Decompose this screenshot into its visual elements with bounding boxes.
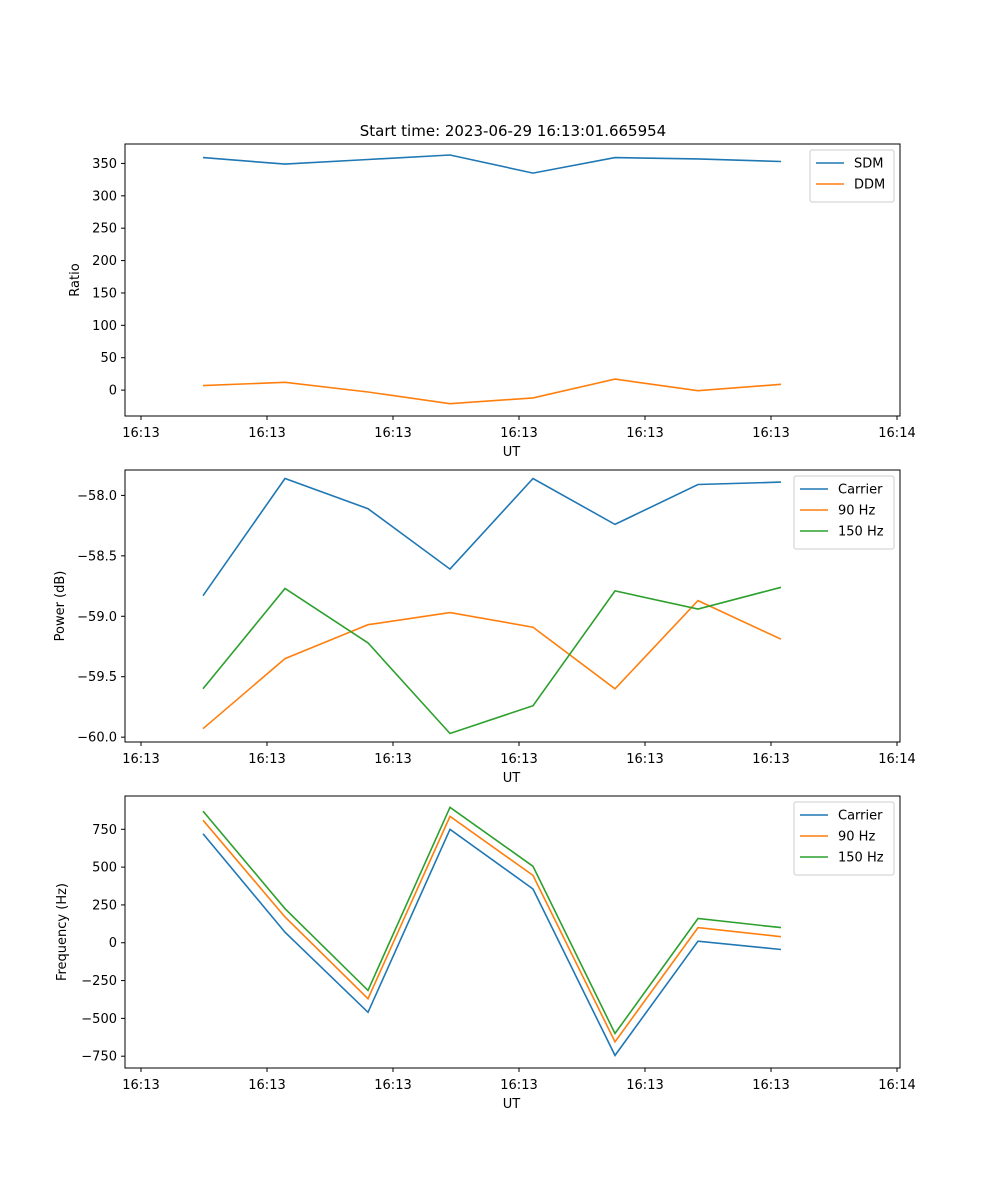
- x-tick-label: 16:14: [878, 1078, 915, 1093]
- x-tick-label: 16:13: [122, 426, 159, 441]
- series-line-90-hz: [202, 815, 782, 1044]
- y-tick-label: −59.5: [77, 670, 117, 685]
- y-tick-label: 750: [92, 823, 117, 838]
- x-axis-label: UT: [503, 771, 521, 786]
- x-tick-label: 16:13: [374, 1078, 411, 1093]
- x-tick-label: 16:13: [374, 426, 411, 441]
- x-tick-label: 16:13: [248, 426, 285, 441]
- series-line-sdm: [202, 154, 782, 174]
- x-tick-label: 16:13: [626, 752, 663, 767]
- x-tick-label: 16:13: [500, 752, 537, 767]
- y-tick-label: −60.0: [77, 731, 117, 746]
- y-tick-label: 250: [92, 898, 117, 913]
- legend: Carrier 90 Hz 150 Hz: [793, 801, 895, 876]
- y-tick-label: 0: [109, 936, 117, 951]
- legend-entry: Carrier: [838, 483, 883, 498]
- x-tick-label: 16:13: [500, 1078, 537, 1093]
- y-tick-label: 500: [92, 861, 117, 876]
- x-axis-label: UT: [503, 445, 521, 460]
- series-line-carrier: [202, 477, 782, 597]
- x-tick-label: 16:13: [248, 1078, 285, 1093]
- x-axis-label: UT: [503, 1097, 521, 1112]
- legend-entry: DDM: [854, 178, 885, 193]
- subplot-1: 16:13 16:13 16:13 16:13 16:13 16:13 16:14 UT 0 50…: [68, 143, 916, 460]
- series-line-ddm: [202, 378, 782, 405]
- series-line-150-hz: [202, 586, 782, 735]
- y-tick-label: −58.5: [77, 549, 117, 564]
- x-tick-label: 16:13: [626, 1078, 663, 1093]
- legend: SDM DDM: [809, 149, 895, 203]
- y-axis-label: Power (dB): [53, 571, 68, 642]
- plot-frame: [124, 795, 901, 1069]
- y-tick-label: 300: [92, 189, 117, 204]
- subplot-3: 16:13 16:13 16:13 16:13 16:13 16:13 16:14 UT −75…: [55, 795, 916, 1112]
- x-tick-label: 16:14: [878, 426, 915, 441]
- plot-frame: [124, 143, 901, 417]
- y-tick-label: 350: [92, 157, 117, 172]
- y-tick-label: 250: [92, 222, 117, 237]
- x-tick-label: 16:13: [752, 1078, 789, 1093]
- subplot-2: 16:13 16:13 16:13 16:13 16:13 16:13 16:14 UT −60…: [53, 469, 916, 786]
- plot-frame: [124, 469, 901, 743]
- legend-entry: 90 Hz: [838, 504, 875, 519]
- legend-entry: 90 Hz: [838, 830, 875, 845]
- y-tick-label: 100: [92, 319, 117, 334]
- figure-title: Start time: 2023-06-29 16:13:01.665954: [360, 122, 666, 140]
- x-tick-label: 16:14: [878, 752, 915, 767]
- legend-entry: 150 Hz: [838, 851, 884, 866]
- y-tick-label: −750: [81, 1050, 117, 1065]
- series-line-150-hz: [202, 806, 782, 1036]
- x-tick-label: 16:13: [122, 752, 159, 767]
- x-tick-label: 16:13: [122, 1078, 159, 1093]
- legend-entry: 150 Hz: [838, 525, 884, 540]
- y-tick-label: −59.0: [77, 610, 117, 625]
- y-tick-label: 0: [109, 384, 117, 399]
- x-tick-label: 16:13: [752, 752, 789, 767]
- y-tick-label: −58.0: [77, 489, 117, 504]
- legend: Carrier 90 Hz 150 Hz: [793, 475, 895, 550]
- y-tick-label: −250: [81, 974, 117, 989]
- y-tick-label: 150: [92, 286, 117, 301]
- y-axis-label: Frequency (Hz): [55, 883, 70, 981]
- series-line-carrier: [202, 828, 782, 1057]
- series-line-90-hz: [202, 599, 782, 730]
- legend-entry: SDM: [854, 157, 883, 172]
- y-tick-label: 50: [100, 351, 117, 366]
- x-tick-label: 16:13: [374, 752, 411, 767]
- legend-entry: Carrier: [838, 809, 883, 824]
- x-tick-label: 16:13: [752, 426, 789, 441]
- x-tick-label: 16:13: [248, 752, 285, 767]
- y-tick-label: −500: [81, 1012, 117, 1027]
- y-tick-label: 200: [92, 254, 117, 269]
- y-axis-label: Ratio: [68, 263, 83, 296]
- x-tick-label: 16:13: [626, 426, 663, 441]
- x-tick-label: 16:13: [500, 426, 537, 441]
